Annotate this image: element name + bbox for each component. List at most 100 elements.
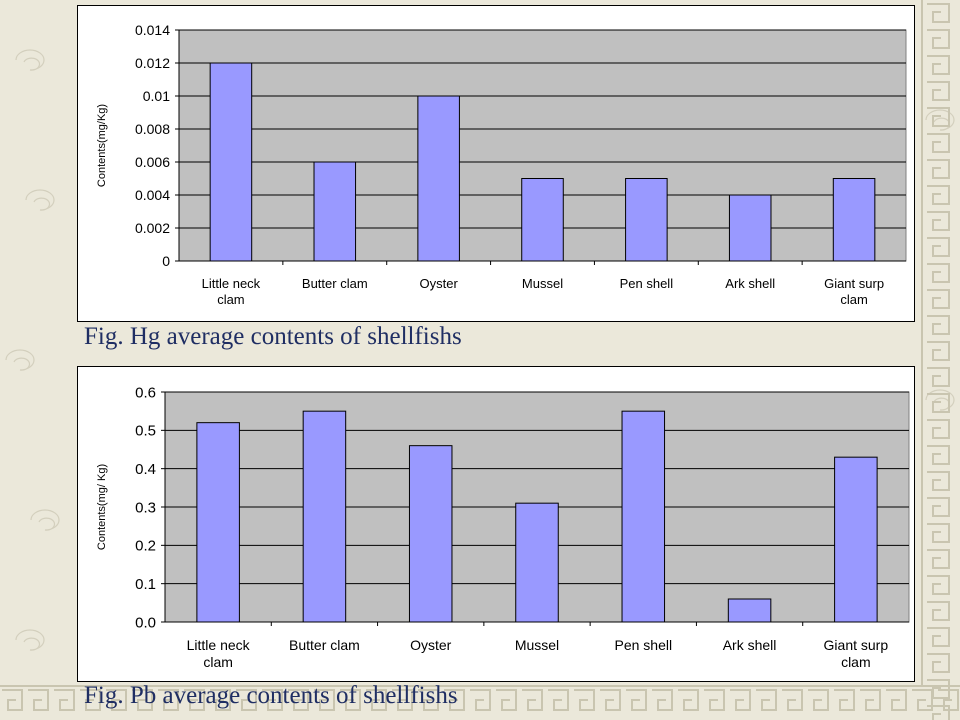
greek-key-motif	[704, 689, 725, 711]
greek-key-motif	[927, 315, 950, 335]
category-label-line: Butter clam	[289, 637, 360, 653]
greek-key-motif	[600, 689, 621, 711]
category-label: Little neck clam	[187, 637, 251, 670]
category-label: Giant surp clam	[824, 276, 884, 307]
category-label-line: clam	[840, 292, 867, 307]
greek-key-motif	[574, 689, 595, 711]
greek-key-motif	[860, 689, 881, 711]
y-tick-label: 0.1	[135, 576, 156, 593]
pb-chart: 0.0 0.1 0.2 0.3 0.4 0.5 0.6 Little neck clam Butt…	[77, 366, 915, 682]
category-label: Butter clam	[302, 276, 368, 291]
greek-key-motif	[366, 689, 387, 711]
greek-key-motif	[938, 689, 959, 711]
bar	[832, 178, 876, 262]
category-label: Mussel	[515, 637, 559, 653]
category-label-line: Oyster	[419, 276, 458, 291]
greek-key-motif	[927, 653, 950, 673]
bar	[625, 178, 668, 262]
hg-chart-svg: 0 0.002 0.004 0.006 0.008 0.01 0.012 0.014 Littl…	[96, 22, 907, 307]
y-tick-label: 0	[162, 253, 170, 269]
greek-key-motif	[626, 689, 647, 711]
cloud-swirl	[25, 189, 55, 211]
category-label: Oyster	[419, 276, 458, 291]
greek-key-motif	[927, 133, 950, 153]
y-tick-label: 0.6	[135, 384, 156, 401]
greek-key-motif	[927, 81, 950, 101]
bar	[515, 502, 559, 623]
greek-key-motif	[28, 689, 49, 711]
category-label-line: Butter clam	[302, 276, 368, 291]
greek-key-motif	[54, 689, 75, 711]
greek-key-motif	[927, 523, 950, 543]
cloud-swirl	[925, 389, 955, 411]
greek-key-motif	[522, 689, 543, 711]
y-tick-label: 0.014	[135, 22, 170, 38]
greek-key-motif	[834, 689, 855, 711]
greek-key-motif	[927, 211, 950, 231]
greek-key-motif	[288, 689, 309, 711]
y-tick-label: 0.006	[135, 154, 170, 170]
greek-key-motif	[927, 627, 950, 647]
greek-key-motif	[678, 689, 699, 711]
greek-key-motif	[444, 689, 465, 711]
bar	[408, 445, 453, 623]
greek-key-motif	[927, 185, 950, 205]
greek-key-motif	[470, 689, 491, 711]
greek-key-motif	[132, 689, 153, 711]
category-label: Little neck clam	[202, 276, 261, 307]
y-tick-label: 0.004	[135, 187, 170, 203]
greek-key-motif	[158, 689, 179, 711]
category-label-line: Little neck	[202, 276, 261, 291]
y-tick-label: 0.2	[135, 538, 156, 555]
greek-key-motif	[184, 689, 205, 711]
bar	[727, 598, 772, 623]
cloud-swirl	[5, 349, 35, 371]
y-tick-label: 0.002	[135, 220, 170, 236]
greek-key-motif	[2, 689, 23, 711]
y-axis-title: Contents(mg/Kg)	[96, 104, 108, 187]
y-tick-label: 0.5	[135, 423, 156, 440]
bar	[302, 410, 347, 623]
category-label: Pen shell	[614, 637, 672, 653]
bar	[313, 161, 357, 262]
greek-key-motif	[927, 3, 950, 23]
category-label: Ark shell	[723, 637, 777, 653]
category-label: Butter clam	[289, 637, 360, 653]
bar	[196, 422, 240, 623]
y-tick-label: 0.0	[135, 614, 156, 631]
greek-key-motif	[927, 575, 950, 595]
cloud-swirl	[15, 49, 45, 71]
hg-chart: 0 0.002 0.004 0.006 0.008 0.01 0.012 0.014 Littl…	[77, 5, 915, 322]
category-label: Pen shell	[620, 276, 674, 291]
greek-key-motif	[652, 689, 673, 711]
greek-key-motif	[730, 689, 751, 711]
greek-key-motif	[927, 419, 950, 439]
greek-key-motif	[756, 689, 777, 711]
y-axis-title: Contents(mg/ Kg)	[96, 464, 108, 550]
bar	[417, 95, 460, 262]
category-label-line: clam	[217, 292, 244, 307]
bar	[621, 410, 666, 623]
y-tick-label: 0.3	[135, 499, 156, 516]
category-label-line: clam	[203, 654, 233, 670]
greek-key-motif	[927, 107, 950, 127]
y-tick-label: 0.008	[135, 121, 170, 137]
greek-key-motif	[392, 689, 413, 711]
greek-key-motif	[106, 689, 127, 711]
y-tick-label: 0.01	[143, 88, 170, 104]
y-tick-label: 0.012	[135, 55, 170, 71]
cloud-swirl	[15, 629, 45, 651]
greek-key-motif	[927, 679, 950, 699]
category-label-line: Giant surp	[824, 637, 889, 653]
category-label-line: Ark shell	[723, 637, 777, 653]
greek-key-motif	[927, 289, 950, 309]
greek-key-motif	[80, 689, 101, 711]
bar	[728, 194, 772, 262]
greek-key-motif	[927, 471, 950, 491]
category-label-line: Ark shell	[725, 276, 775, 291]
greek-key-motif	[912, 689, 933, 711]
category-label-line: Giant surp	[824, 276, 884, 291]
category-label-line: Pen shell	[614, 637, 672, 653]
